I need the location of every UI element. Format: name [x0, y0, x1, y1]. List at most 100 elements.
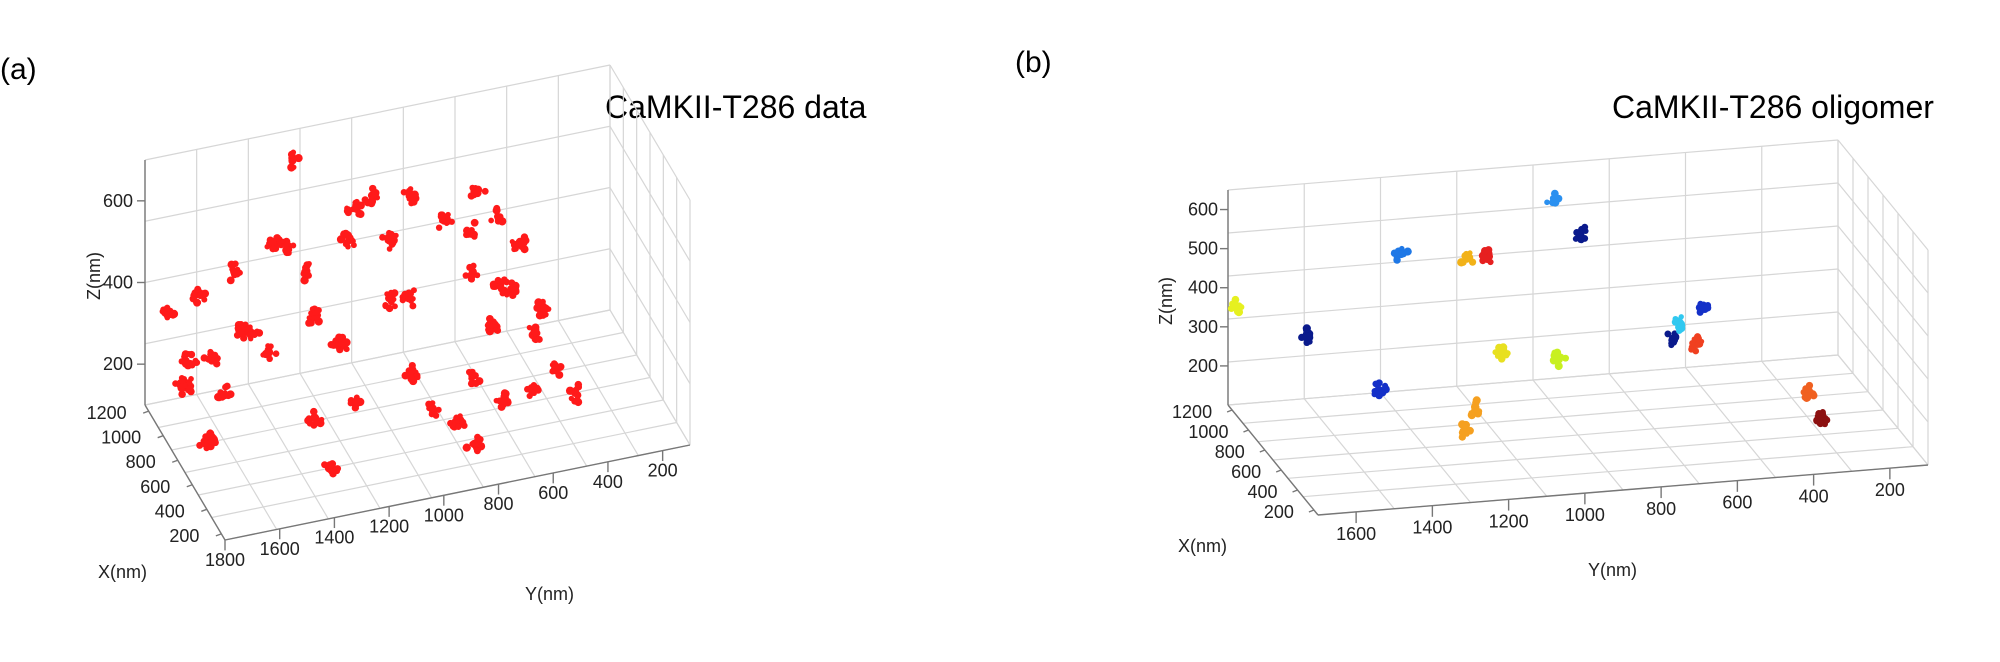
data-cluster: [549, 360, 565, 379]
data-point: [1700, 304, 1708, 312]
data-point: [435, 224, 443, 231]
data-point: [1382, 382, 1389, 389]
data-point: [388, 291, 397, 299]
data-point: [409, 302, 417, 310]
data-cluster: [300, 260, 312, 285]
data-point: [470, 441, 476, 448]
x-tick-mark: [186, 484, 193, 488]
data-cluster: [447, 413, 468, 431]
x-tick-label: 200: [169, 526, 199, 546]
data-point: [493, 327, 499, 333]
floor-grid-line: [184, 376, 651, 474]
data-point: [179, 378, 186, 385]
data-point: [211, 351, 219, 359]
data-point: [408, 365, 417, 374]
data-point: [1688, 346, 1695, 353]
data-point: [469, 273, 475, 279]
data-point: [408, 196, 414, 203]
data-point: [470, 218, 479, 227]
data-point: [1497, 346, 1505, 354]
y-tick-label: 1800: [205, 550, 245, 570]
back-grid-line: [1227, 225, 1839, 277]
data-cluster: [1467, 396, 1483, 420]
data-cluster: [401, 361, 421, 386]
data-cluster: [467, 184, 489, 200]
x-tick-label: 1200: [1172, 402, 1212, 422]
chart-title-a: CaMKII-T286 data: [605, 89, 867, 125]
side-grid-line: [609, 248, 691, 385]
data-point: [1677, 321, 1686, 330]
data-point: [233, 270, 241, 278]
data-point: [268, 238, 277, 246]
data-point: [1550, 189, 1559, 198]
panel-label-b: (b): [1015, 46, 1052, 79]
y-axis-label-a: Y(nm): [525, 584, 574, 604]
data-point: [470, 262, 477, 269]
data-point: [497, 403, 506, 411]
data-point: [352, 397, 361, 406]
x-tick-mark: [201, 508, 208, 512]
data-point: [1472, 406, 1479, 413]
data-point: [535, 311, 544, 320]
data-point: [470, 372, 476, 379]
data-point: [526, 392, 533, 400]
data-point: [1672, 315, 1679, 322]
data-point: [463, 226, 471, 235]
data-cluster: [1549, 348, 1570, 371]
data-point: [1556, 354, 1563, 361]
data-point: [457, 413, 463, 419]
x-tick-mark: [142, 410, 149, 414]
data-point: [496, 282, 503, 289]
data-cluster: [172, 374, 194, 398]
data-point: [288, 158, 295, 165]
data-cluster: [493, 389, 512, 411]
data-point: [272, 350, 280, 357]
data-cluster: [463, 218, 479, 240]
data-cluster: [565, 380, 583, 407]
data-point: [549, 368, 556, 375]
data-point: [344, 238, 352, 245]
data-point: [367, 199, 376, 208]
data-point: [1231, 295, 1240, 304]
floor-grid-line: [1242, 372, 1854, 424]
data-point: [306, 260, 312, 267]
data-point: [343, 207, 352, 215]
data-point: [178, 390, 186, 398]
floor-grid-line: [1272, 409, 1884, 461]
x-tick-label: 600: [140, 477, 170, 497]
data-point: [191, 293, 198, 300]
data-point: [209, 434, 216, 441]
data-cluster: [336, 229, 357, 250]
data-point: [213, 360, 221, 368]
data-point: [388, 238, 397, 247]
data-point: [1459, 259, 1467, 266]
side-grid-line: [1837, 311, 1929, 423]
back-grid-line: [144, 248, 611, 345]
data-point: [246, 330, 255, 339]
data-point: [400, 188, 408, 196]
data-point: [313, 415, 320, 422]
data-point: [273, 234, 279, 240]
data-point: [194, 285, 202, 293]
x-tick-label: 800: [1215, 442, 1245, 462]
data-point: [352, 199, 359, 206]
y-tick-label: 800: [1646, 499, 1676, 519]
x-tick-label: 1000: [101, 428, 141, 448]
back-grid-line: [144, 125, 611, 222]
back-grid-line: [1227, 354, 1839, 406]
data-point: [352, 204, 361, 213]
data-point: [264, 243, 270, 250]
x-tick-label: 800: [126, 452, 156, 472]
data-point: [545, 306, 552, 312]
data-cluster: [1671, 314, 1686, 335]
side-grid-line: [1837, 268, 1929, 380]
data-point: [1233, 308, 1241, 316]
z-tick-label: 600: [103, 191, 133, 211]
data-point: [1468, 410, 1475, 416]
data-point: [476, 435, 484, 443]
y-tick-label: 600: [1722, 493, 1752, 513]
plot-area-b: 1600 1400 1200 1000 800 600 400 200120010008006…: [1172, 139, 1929, 544]
y-axis-line: [1317, 464, 1929, 516]
data-cluster: [343, 198, 365, 219]
